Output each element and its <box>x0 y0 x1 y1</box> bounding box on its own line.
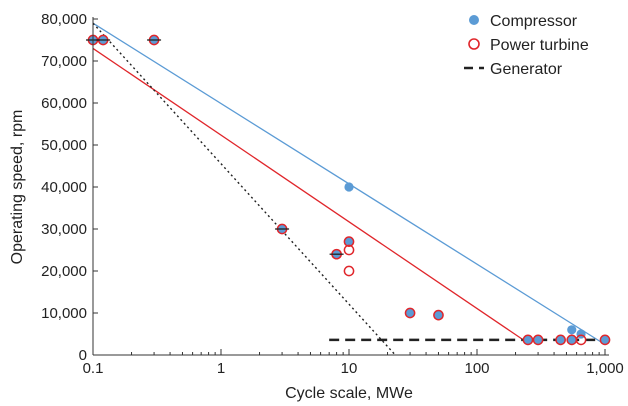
y-tick-label: 70,000 <box>41 53 87 70</box>
x-tick-label: 1,000 <box>586 360 624 377</box>
compressor-point <box>567 335 577 345</box>
compressor-point <box>556 335 566 345</box>
x-axis-title: Cycle scale, MWe <box>285 385 413 402</box>
compressor-point <box>405 308 415 318</box>
legend-power-turbine-marker <box>468 38 480 50</box>
x-tick-label: 0.1 <box>83 360 104 377</box>
power-turbine-point <box>343 265 355 277</box>
x-ticks: 0.1 1 10 100 1,000 <box>83 349 624 377</box>
power-turbine-point <box>343 236 355 247</box>
y-tick-label: 30,000 <box>41 221 87 238</box>
compressor-point <box>533 335 543 345</box>
compressor-point <box>344 237 354 247</box>
x-tick-label: 1 <box>217 360 225 377</box>
power-turbine-point <box>433 309 444 321</box>
legend-power-turbine-label: Power turbine <box>490 37 589 54</box>
y-tick-label: 20,000 <box>41 263 87 280</box>
y-axis-title: Operating speed, rpm <box>9 110 26 265</box>
compressor-point <box>567 325 577 335</box>
power-turbine-point <box>555 334 566 346</box>
y-tick-label: 50,000 <box>41 137 87 154</box>
axes <box>92 17 609 356</box>
data-points <box>86 34 611 346</box>
legend-compressor-marker <box>469 15 479 25</box>
compressor-point <box>433 310 444 320</box>
power-turbine-point <box>343 244 355 256</box>
power-turbine-point <box>575 334 587 346</box>
y-tick-label: 40,000 <box>41 179 87 196</box>
power-turbine-point <box>599 334 611 346</box>
compressor-point <box>600 335 610 345</box>
compressor-point <box>523 335 533 345</box>
x-tick-label: 100 <box>464 360 489 377</box>
power-turbine-point <box>522 334 534 346</box>
x-tick-label: 10 <box>341 360 358 377</box>
legend-generator-label: Generator <box>490 61 563 78</box>
power-turbine-point <box>404 307 416 319</box>
legend-compressor-label: Compressor <box>490 13 578 30</box>
legend: Compressor Power turbine Generator <box>464 13 589 78</box>
power-turbine-point <box>532 334 544 346</box>
y-tick-label: 0 <box>79 347 87 364</box>
y-ticks: 0 10,000 20,000 30,000 40,000 50,000 60,000 70,… <box>41 11 98 364</box>
y-tick-label: 60,000 <box>41 95 87 112</box>
trend-line-solid <box>92 47 524 341</box>
y-tick-label: 80,000 <box>41 11 87 28</box>
y-tick-label: 10,000 <box>41 305 87 322</box>
compressor-point <box>344 182 354 192</box>
